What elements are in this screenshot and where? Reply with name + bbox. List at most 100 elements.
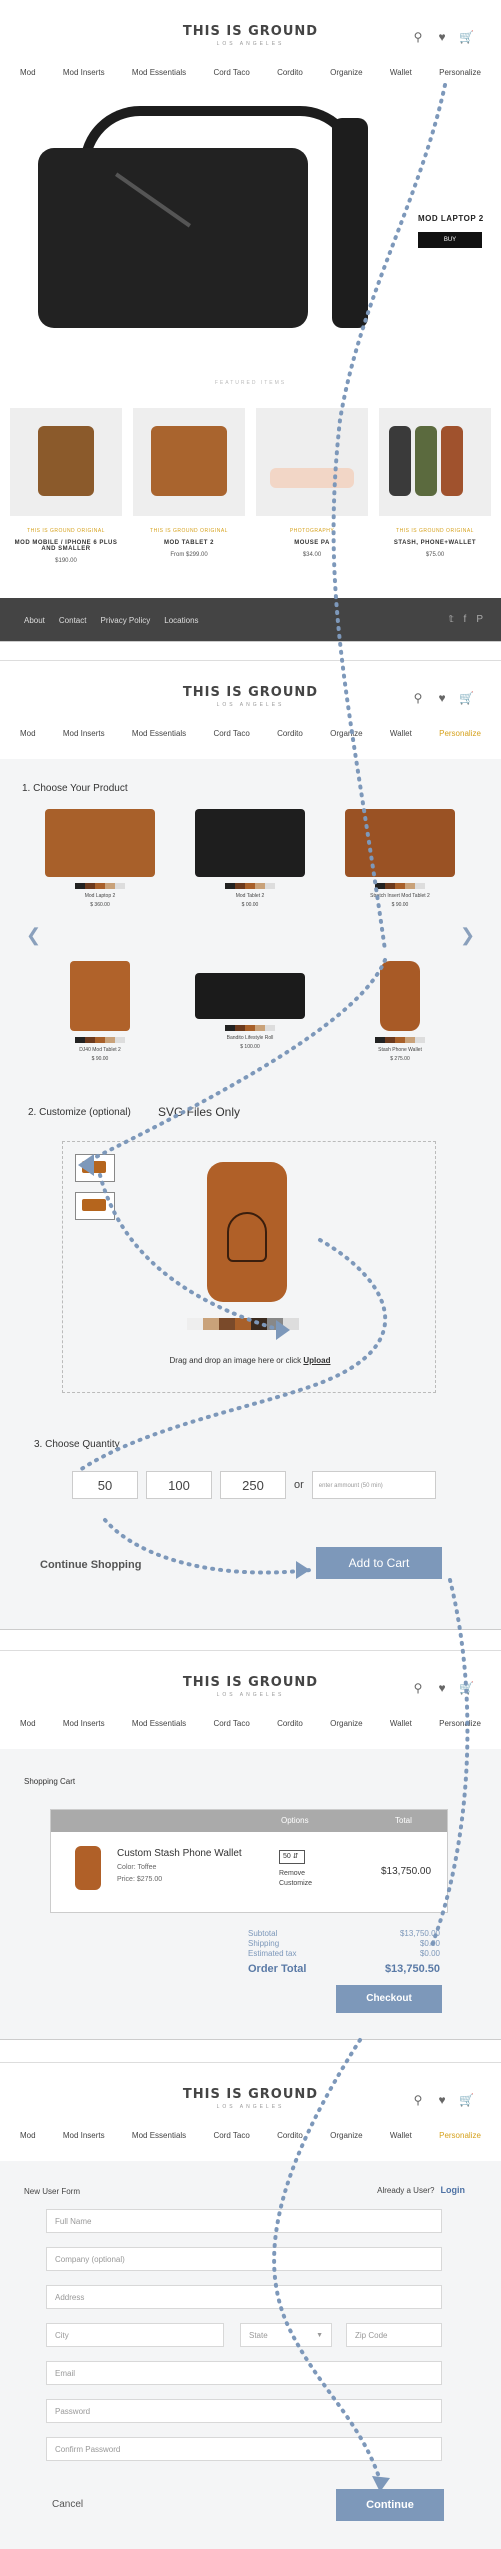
nav-item-wallet[interactable]: Wallet xyxy=(389,729,412,738)
product-image[interactable] xyxy=(10,408,122,516)
carousel-prev-icon[interactable]: ❮ xyxy=(26,925,42,945)
city-field[interactable]: City xyxy=(46,2323,224,2347)
company-field[interactable]: Company (optional) xyxy=(46,2247,442,2271)
remove-link[interactable]: Remove xyxy=(279,1870,306,1877)
nav-item-mod[interactable]: Mod xyxy=(20,2131,36,2140)
nav-item-mod-essentials[interactable]: Mod Essentials xyxy=(131,729,187,738)
nav-item-wallet[interactable]: Wallet xyxy=(389,2131,412,2140)
upload-link[interactable]: Upload xyxy=(303,1356,331,1365)
product-card[interactable]: PHOTOGRAPHY MOUSE PA $34.00 xyxy=(256,408,368,564)
product-option[interactable]: Mod Laptop 2 $ 360.00 xyxy=(40,809,160,908)
nav-item-mod-essentials[interactable]: Mod Essentials xyxy=(131,68,187,77)
product-name[interactable]: MOD MOBILE / IPHONE 6 PLUS AND SMALLER xyxy=(14,540,118,552)
product-option[interactable]: Mod Tablet 2 $ 00.00 xyxy=(190,809,310,908)
confirm-password-field[interactable]: Confirm Password xyxy=(46,2437,442,2461)
nav-item-mod-inserts[interactable]: Mod Inserts xyxy=(62,729,105,738)
product-option-image[interactable] xyxy=(70,961,130,1031)
color-swatches[interactable] xyxy=(190,883,310,889)
state-select[interactable]: State ▼ xyxy=(240,2323,332,2347)
color-swatches[interactable] xyxy=(340,1037,460,1043)
product-name[interactable]: MOUSE PA xyxy=(294,540,330,546)
zip-field[interactable]: Zip Code xyxy=(346,2323,442,2347)
upload-dropzone[interactable]: Drag and drop an image here or click Upl… xyxy=(62,1141,436,1393)
nav-item-cordito[interactable]: Cordito xyxy=(277,2131,303,2140)
color-swatches[interactable] xyxy=(40,1037,160,1043)
continue-shopping-link[interactable]: Continue Shopping xyxy=(40,1559,142,1571)
product-option-image[interactable] xyxy=(45,809,155,877)
color-swatches[interactable] xyxy=(340,883,460,889)
heart-icon[interactable]: ♥ xyxy=(438,30,446,44)
quantity-50-button[interactable]: 50 xyxy=(72,1471,138,1499)
color-swatches[interactable] xyxy=(40,883,160,889)
nav-item-personalize[interactable]: Personalize xyxy=(439,1719,481,1728)
add-to-cart-button[interactable]: Add to Cart xyxy=(316,1547,442,1579)
color-swatches[interactable] xyxy=(190,1025,310,1031)
product-option-image[interactable] xyxy=(195,973,305,1019)
product-card[interactable]: THIS IS GROUND ORIGINAL STASH, PHONE+WAL… xyxy=(379,408,491,564)
custom-quantity-input[interactable]: enter ammount (50 min) xyxy=(311,1471,436,1499)
customize-link[interactable]: Customize xyxy=(279,1880,313,1887)
nav-item-mod-inserts[interactable]: Mod Inserts xyxy=(62,2131,105,2140)
product-image[interactable] xyxy=(133,408,245,516)
nav-item-mod[interactable]: Mod xyxy=(20,1719,36,1728)
product-option[interactable]: Stash Phone Wallet $ 275.00 xyxy=(340,961,460,1062)
nav-item-cord-taco[interactable]: Cord Taco xyxy=(213,68,250,77)
quantity-250-button[interactable]: 250 xyxy=(220,1471,286,1499)
nav-item-personalize[interactable]: Personalize xyxy=(439,729,481,738)
product-option-image[interactable] xyxy=(380,961,420,1031)
carousel-next-icon[interactable]: ❯ xyxy=(460,925,476,945)
nav-item-wallet[interactable]: Wallet xyxy=(389,1719,412,1728)
product-name[interactable]: MOD TABLET 2 xyxy=(164,540,214,546)
nav-item-cordito[interactable]: Cordito xyxy=(277,68,303,77)
product-name[interactable]: STASH, PHONE+WALLET xyxy=(393,540,477,546)
nav-item-mod[interactable]: Mod xyxy=(20,68,36,77)
quantity-100-button[interactable]: 100 xyxy=(146,1471,212,1499)
login-link[interactable]: Login xyxy=(440,2185,466,2195)
heart-icon[interactable]: ♥ xyxy=(438,2093,446,2107)
full-name-field[interactable]: Full Name xyxy=(46,2209,442,2233)
color-picker[interactable] xyxy=(187,1318,299,1330)
footer-link-locations[interactable]: Locations xyxy=(164,616,199,625)
logo[interactable]: THIS IS GROUND xyxy=(182,24,319,39)
buy-button[interactable]: BUY xyxy=(418,232,482,248)
footer-link-about[interactable]: About xyxy=(24,616,45,625)
footer-link-privacy[interactable]: Privacy Policy xyxy=(100,616,151,625)
password-field[interactable]: Password xyxy=(46,2399,442,2423)
nav-item-organize[interactable]: Organize xyxy=(330,1719,363,1728)
design-thumbnail[interactable] xyxy=(75,1154,115,1182)
product-image[interactable] xyxy=(379,408,491,516)
heart-icon[interactable]: ♥ xyxy=(438,1681,446,1695)
search-icon[interactable]: ⚲ xyxy=(413,30,423,44)
nav-item-organize[interactable]: Organize xyxy=(330,729,363,738)
nav-item-organize[interactable]: Organize xyxy=(330,2131,363,2140)
product-card[interactable]: THIS IS GROUND ORIGINAL MOD MOBILE / IPH… xyxy=(10,408,122,564)
nav-item-personalize[interactable]: Personalize xyxy=(439,2131,481,2140)
nav-item-organize[interactable]: Organize xyxy=(330,68,363,77)
nav-item-cord-taco[interactable]: Cord Taco xyxy=(213,1719,250,1728)
cart-icon[interactable]: 🛒 xyxy=(459,691,474,705)
nav-item-cordito[interactable]: Cordito xyxy=(277,1719,303,1728)
product-option[interactable]: DJ40 Mod Tablet 2 $ 90.00 xyxy=(40,961,160,1062)
checkout-button[interactable]: Checkout xyxy=(336,1985,442,2013)
email-field[interactable]: Email xyxy=(46,2361,442,2385)
twitter-icon[interactable]: 𝕥 xyxy=(448,614,454,625)
logo[interactable]: THIS IS GROUND xyxy=(182,685,319,700)
product-option[interactable]: Stretch Insert Mod Tablet 2 $ 90.00 xyxy=(340,809,460,908)
nav-item-mod-essentials[interactable]: Mod Essentials xyxy=(131,2131,187,2140)
product-image[interactable] xyxy=(256,408,368,516)
product-card[interactable]: THIS IS GROUND ORIGINAL MOD TABLET 2 Fro… xyxy=(133,408,245,564)
quantity-select[interactable]: 50 ⇵ xyxy=(279,1850,305,1864)
nav-item-mod[interactable]: Mod xyxy=(20,729,36,738)
nav-item-cord-taco[interactable]: Cord Taco xyxy=(213,729,250,738)
cart-icon[interactable]: 🛒 xyxy=(459,30,474,44)
nav-item-cord-taco[interactable]: Cord Taco xyxy=(213,2131,250,2140)
nav-item-mod-inserts[interactable]: Mod Inserts xyxy=(62,68,105,77)
product-option-image[interactable] xyxy=(345,809,455,877)
cart-item-name[interactable]: Custom Stash Phone Wallet xyxy=(117,1848,242,1859)
search-icon[interactable]: ⚲ xyxy=(413,2093,423,2107)
heart-icon[interactable]: ♥ xyxy=(438,691,446,705)
nav-item-cordito[interactable]: Cordito xyxy=(277,729,303,738)
search-icon[interactable]: ⚲ xyxy=(413,691,423,705)
design-thumbnail[interactable] xyxy=(75,1192,115,1220)
continue-button[interactable]: Continue xyxy=(336,2489,444,2521)
